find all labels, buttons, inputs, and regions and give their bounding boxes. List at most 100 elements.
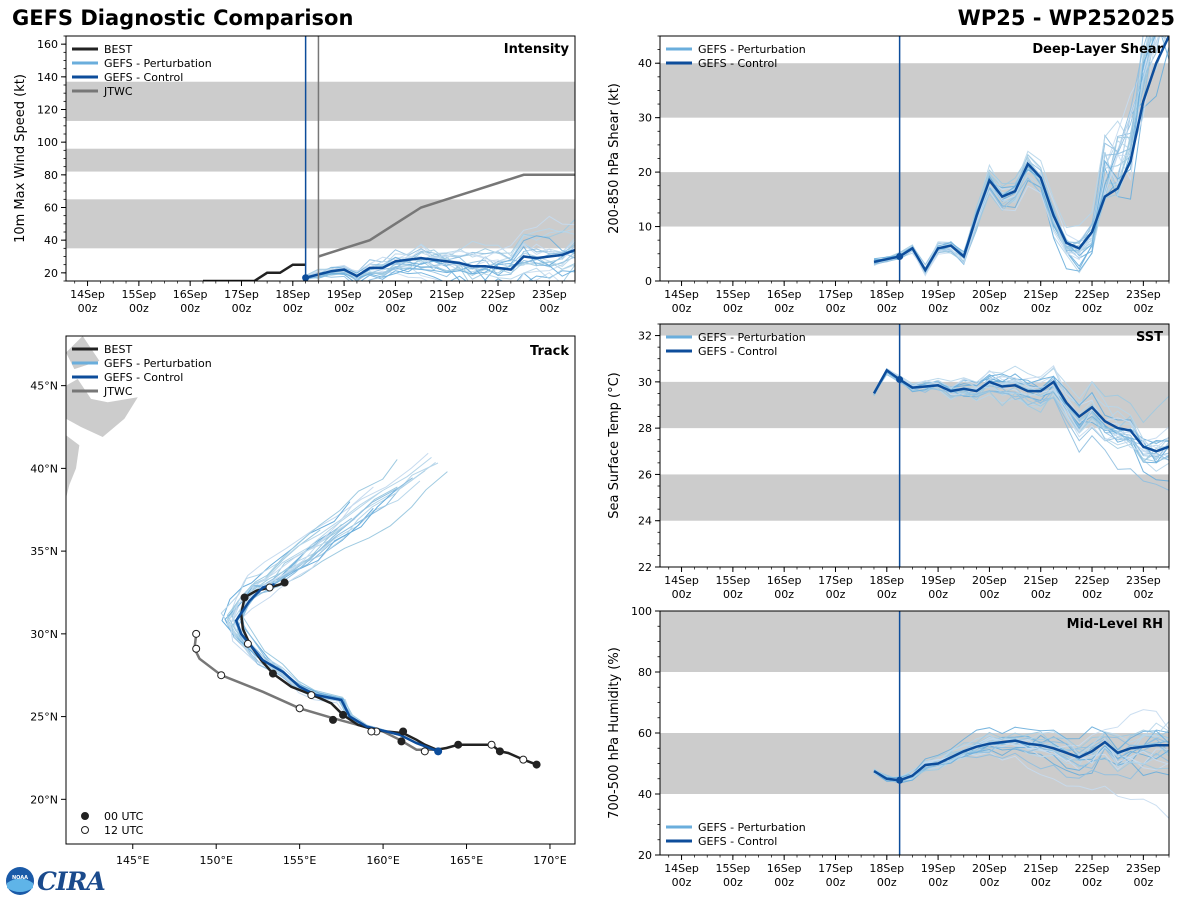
y-tick-label: 80 — [44, 169, 58, 182]
x-tick-label-date: 16Sep — [173, 288, 208, 301]
land-shape — [66, 379, 138, 437]
y-tick-label: 25°N — [30, 711, 58, 724]
y-tick-label: 20 — [638, 849, 652, 862]
x-tick-label-hour: 00z — [774, 588, 794, 601]
marker-00utc — [240, 593, 249, 602]
perturbation-member-line — [873, 368, 1169, 449]
perturbation-member-line — [873, 368, 1169, 464]
y-tick-label: 45°N — [30, 380, 58, 393]
y-tick-label: 100 — [631, 605, 652, 618]
marker-00utc — [280, 578, 289, 587]
x-tick-label: 160°E — [366, 854, 399, 867]
y-tick-label: 140 — [37, 71, 58, 84]
cira-logo-text: CIRA — [37, 866, 106, 896]
control-line — [305, 248, 575, 279]
marker-12utc — [243, 639, 252, 648]
legend-label: GEFS - Control — [698, 57, 777, 70]
marker-00utc — [268, 669, 277, 678]
control-line — [873, 36, 1169, 273]
x-tick-label-date: 17Sep — [224, 288, 259, 301]
y-tick-label: 80 — [638, 666, 652, 679]
perturbation-track — [231, 470, 439, 752]
x-tick-label-date: 19Sep — [921, 574, 956, 587]
x-tick-label-date: 14Sep — [664, 574, 699, 587]
marker-12utc — [487, 740, 496, 749]
x-tick-label-date: 15Sep — [715, 862, 750, 875]
x-tick-label-date: 15Sep — [121, 288, 156, 301]
init-point — [302, 274, 310, 282]
x-tick-label-date: 23Sep — [1126, 288, 1161, 301]
y-tick-label: 28 — [638, 422, 652, 435]
x-tick-label-date: 16Sep — [767, 288, 802, 301]
x-tick-label-date: 20Sep — [972, 862, 1007, 875]
marker-12utc — [367, 727, 376, 736]
x-tick-label-date: 23Sep — [1126, 574, 1161, 587]
y-tick-label: 40°N — [30, 462, 58, 475]
marker-12utc — [295, 704, 304, 713]
perturbation-member-line — [873, 36, 1167, 269]
x-tick-label-date: 16Sep — [767, 574, 802, 587]
marker-00utc — [454, 740, 463, 749]
panel-title: Deep-Layer Shear — [1032, 42, 1163, 57]
y-tick-label: 40 — [638, 57, 652, 70]
x-tick-label-hour: 00z — [980, 302, 1000, 315]
x-tick-label: 150°E — [199, 854, 232, 867]
x-tick-label-hour: 00z — [877, 876, 897, 889]
x-tick-label-hour: 00z — [78, 302, 98, 315]
threshold-band — [660, 324, 1169, 336]
threshold-band — [66, 148, 575, 172]
y-tick-label: 0 — [645, 275, 652, 288]
x-tick-label-date: 22Sep — [1075, 288, 1110, 301]
y-tick-label: 20°N — [30, 793, 58, 806]
intensity-plot-area — [66, 81, 575, 281]
perturbation-member-line — [873, 36, 1155, 274]
perturbation-member-line — [873, 743, 1169, 782]
track-panel: 145°E 150°E 155°E 160°E 165°E 170°E 20°N 25°N 30… — [30, 335, 576, 867]
x-tick-label-date: 21Sep — [1023, 862, 1058, 875]
x-tick-label-hour: 00z — [980, 876, 1000, 889]
marker-12utc — [307, 691, 316, 700]
best-track-line — [203, 263, 306, 281]
marker-12utc — [519, 755, 528, 764]
x-tick-label-hour: 00z — [1031, 588, 1051, 601]
rh-plot-area — [660, 611, 1169, 819]
x-tick-label-date: 20Sep — [378, 288, 413, 301]
control-line — [873, 739, 1169, 782]
marker-00utc — [339, 710, 348, 719]
x-tick-label-hour: 00z — [1082, 588, 1102, 601]
marker-00utc — [329, 715, 338, 724]
y-tick-label: 10 — [638, 221, 652, 234]
perturbation-member-line — [305, 235, 575, 281]
threshold-band — [66, 81, 575, 121]
x-tick-label: 165°E — [450, 854, 483, 867]
logo: NOAA CIRA — [5, 866, 106, 896]
axes-frame — [659, 323, 1170, 568]
track-plot-area — [66, 336, 541, 769]
marker-00utc — [532, 760, 541, 769]
land-shape — [66, 336, 100, 370]
jtwc-forecast-line — [318, 173, 575, 258]
y-tick-label: 40 — [44, 234, 58, 247]
y-tick-label: 26 — [638, 468, 652, 481]
x-tick-label-hour: 00z — [1082, 302, 1102, 315]
perturbation-member-line — [873, 726, 1169, 779]
x-tick-label-date: 21Sep — [1023, 574, 1058, 587]
x-tick-label-hour: 00z — [877, 302, 897, 315]
init-point — [896, 376, 904, 384]
legend-label: GEFS - Perturbation — [104, 57, 212, 70]
y-tick-label: 60 — [638, 727, 652, 740]
y-tick-label: 32 — [638, 330, 652, 343]
init-point — [896, 776, 904, 784]
legend-marker-00utc — [81, 812, 89, 820]
panel-title: Intensity — [504, 42, 570, 57]
marker-00utc — [399, 727, 408, 736]
x-tick-label-date: 19Sep — [327, 288, 362, 301]
x-tick-label-hour: 00z — [437, 302, 457, 315]
x-tick-label-hour: 00z — [539, 302, 559, 315]
x-tick-label-hour: 00z — [723, 588, 743, 601]
sst-panel: 22242628303214Sep00z15Sep00z16Sep00z17Se… — [607, 323, 1170, 601]
main-title: GEFS Diagnostic Comparison — [12, 6, 354, 30]
x-tick-label-hour: 00z — [928, 588, 948, 601]
legend-label: GEFS - Perturbation — [698, 43, 806, 56]
